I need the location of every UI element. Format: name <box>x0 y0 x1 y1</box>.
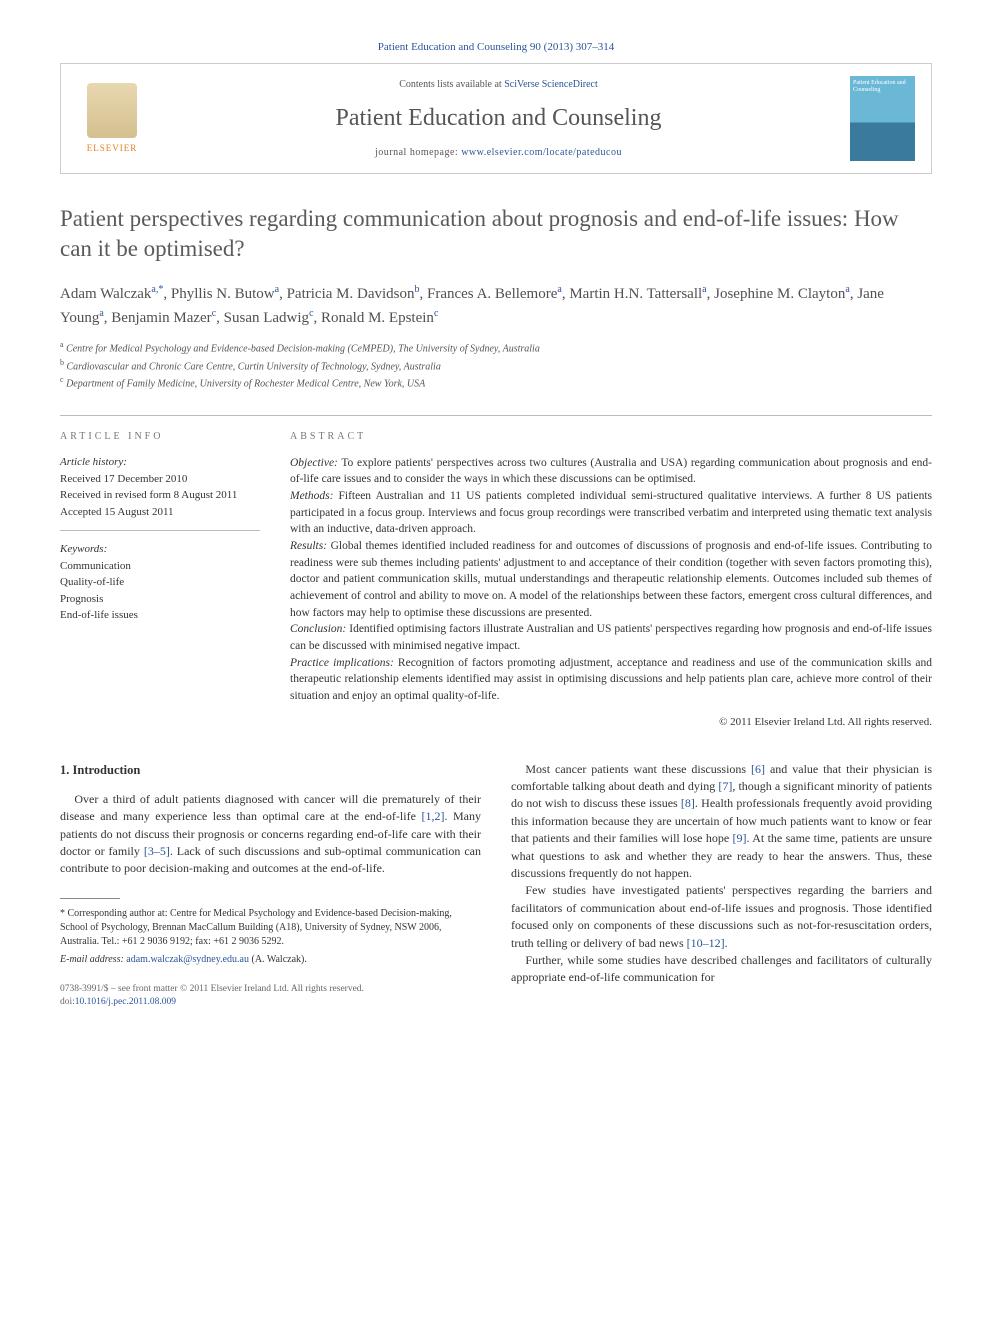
contents-available-line: Contents lists available at SciVerse Sci… <box>163 78 834 92</box>
footer-doi-line: doi:10.1016/j.pec.2011.08.009 <box>60 996 481 1009</box>
affiliation-line: a Centre for Medical Psychology and Evid… <box>60 339 932 356</box>
objective-text: To explore patients' perspectives across… <box>290 457 932 486</box>
methods-text: Fifteen Australian and 11 US patients co… <box>290 490 932 535</box>
right-column: Most cancer patients want these discussi… <box>511 761 932 1010</box>
body-paragraph: Further, while some studies have describ… <box>511 952 932 987</box>
email-name: (A. Walczak). <box>249 954 307 965</box>
affiliation-line: b Cardiovascular and Chronic Care Centre… <box>60 357 932 374</box>
methods-label: Methods: <box>290 490 333 502</box>
abstract: ABSTRACT Objective: To explore patients'… <box>290 430 932 731</box>
conclusion-label: Conclusion: <box>290 623 346 635</box>
keywords-title: Keywords: <box>60 541 260 558</box>
corresponding-author-footnote: * Corresponding author at: Centre for Me… <box>60 907 481 949</box>
elsevier-tree-icon <box>87 83 137 138</box>
practice-label: Practice implications: <box>290 657 394 669</box>
history-line: Received 17 December 2010 <box>60 471 260 488</box>
footer-issn-line: 0738-3991/$ – see front matter © 2011 El… <box>60 983 481 996</box>
left-column: 1. Introduction Over a third of adult pa… <box>60 761 481 1010</box>
results-label: Results: <box>290 540 327 552</box>
citation-link[interactable]: [7] <box>718 779 732 793</box>
citation-link[interactable]: [6] <box>751 762 765 776</box>
elsevier-label: ELSEVIER <box>87 142 138 155</box>
keyword: Communication <box>60 558 260 575</box>
journal-reference: Patient Education and Counseling 90 (201… <box>60 40 932 55</box>
abstract-methods: Methods: Fifteen Australian and 11 US pa… <box>290 488 932 538</box>
citation-link[interactable]: [9] <box>733 831 747 845</box>
corr-asterisk: * <box>60 908 68 919</box>
history-line: Received in revised form 8 August 2011 <box>60 487 260 504</box>
homepage-prefix: journal homepage: <box>375 147 461 158</box>
keyword: End-of-life issues <box>60 607 260 624</box>
abstract-copyright: © 2011 Elsevier Ireland Ltd. All rights … <box>290 715 932 731</box>
homepage-link[interactable]: www.elsevier.com/locate/pateducou <box>461 147 622 158</box>
keyword: Quality-of-life <box>60 574 260 591</box>
article-history-block: Article history: Received 17 December 20… <box>60 454 260 531</box>
article-info-sidebar: ARTICLE INFO Article history: Received 1… <box>60 430 260 731</box>
doi-prefix: doi: <box>60 997 75 1007</box>
citation-link[interactable]: [10–12] <box>687 936 725 950</box>
contents-prefix: Contents lists available at <box>399 79 504 90</box>
history-line: Accepted 15 August 2011 <box>60 504 260 521</box>
body-paragraph: Few studies have investigated patients' … <box>511 882 932 952</box>
affiliation-line: c Department of Family Medicine, Univers… <box>60 374 932 391</box>
footnote-rule <box>60 898 120 899</box>
email-footnote: E-mail address: adam.walczak@sydney.edu.… <box>60 953 481 967</box>
doi-link[interactable]: 10.1016/j.pec.2011.08.009 <box>75 997 176 1007</box>
abstract-objective: Objective: To explore patients' perspect… <box>290 455 932 488</box>
cover-thumb-title: Patient Education and Counseling <box>853 80 912 93</box>
section-heading: 1. Introduction <box>60 761 481 779</box>
journal-title: Patient Education and Counseling <box>163 102 834 136</box>
email-link[interactable]: adam.walczak@sydney.edu.au <box>126 954 249 965</box>
article-info-heading: ARTICLE INFO <box>60 430 260 444</box>
sciencedirect-link[interactable]: SciVerse ScienceDirect <box>504 79 598 90</box>
objective-label: Objective: <box>290 457 338 469</box>
history-title: Article history: <box>60 454 260 471</box>
elsevier-logo: ELSEVIER <box>77 79 147 159</box>
affiliations: a Centre for Medical Psychology and Evid… <box>60 339 932 391</box>
body-columns: 1. Introduction Over a third of adult pa… <box>60 761 932 1010</box>
corr-text: Corresponding author at: Centre for Medi… <box>60 908 452 947</box>
masthead: ELSEVIER Contents lists available at Sci… <box>60 63 932 174</box>
homepage-line: journal homepage: www.elsevier.com/locat… <box>163 146 834 160</box>
citation-link[interactable]: [8] <box>681 796 695 810</box>
citation-link[interactable]: [1,2] <box>421 809 444 823</box>
journal-cover-thumbnail: Patient Education and Counseling <box>850 76 915 161</box>
results-text: Global themes identified included readin… <box>290 540 932 619</box>
abstract-practice: Practice implications: Recognition of fa… <box>290 655 932 705</box>
body-paragraph: Most cancer patients want these discussi… <box>511 761 932 883</box>
body-paragraph: Over a third of adult patients diagnosed… <box>60 791 481 878</box>
citation-link[interactable]: [3–5] <box>144 844 170 858</box>
conclusion-text: Identified optimising factors illustrate… <box>290 623 932 652</box>
abstract-heading: ABSTRACT <box>290 430 932 445</box>
article-title: Patient perspectives regarding communica… <box>60 204 932 264</box>
abstract-results: Results: Global themes identified includ… <box>290 538 932 621</box>
keywords-block: Keywords: Communication Quality-of-life … <box>60 541 260 634</box>
keyword: Prognosis <box>60 591 260 608</box>
authors-list: Adam Walczaka,*, Phyllis N. Butowa, Patr… <box>60 282 932 329</box>
abstract-conclusion: Conclusion: Identified optimising factor… <box>290 621 932 654</box>
email-label: E-mail address: <box>60 954 124 965</box>
